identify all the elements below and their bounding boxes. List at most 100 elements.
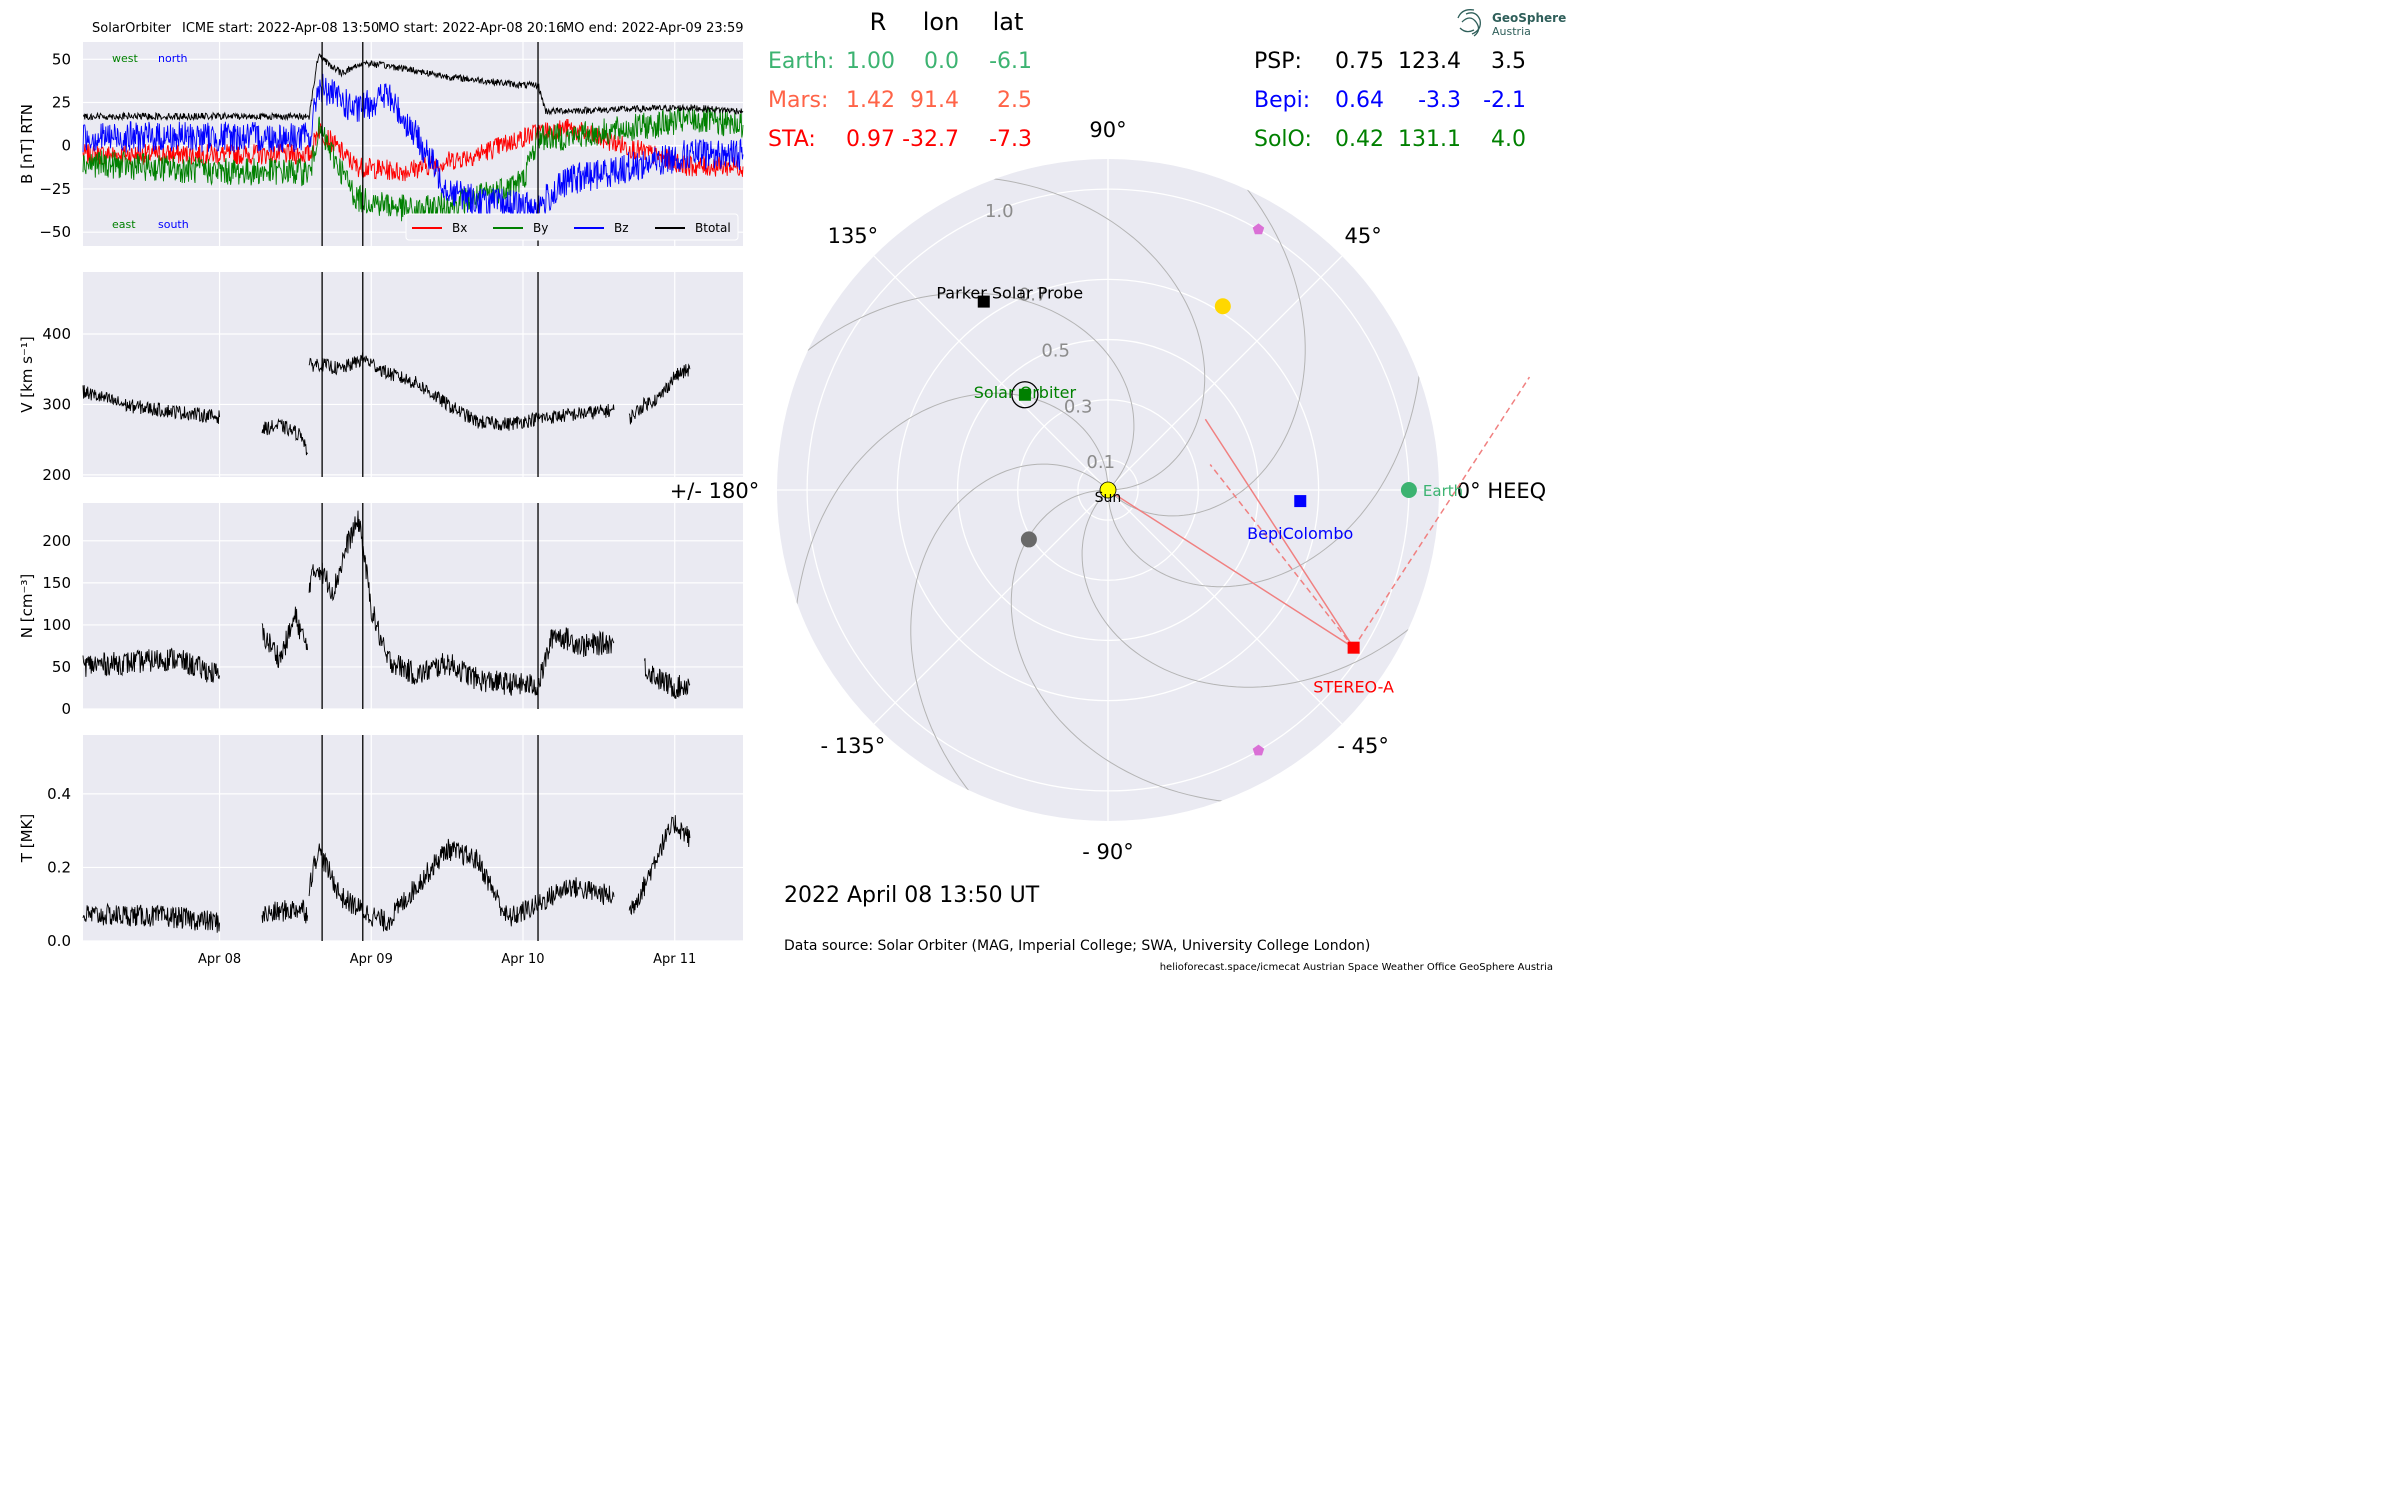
y-axis-label: V [km s⁻¹] <box>18 336 36 413</box>
series-line-v <box>628 363 691 425</box>
radial-tick-label: 0.5 <box>1041 341 1070 362</box>
left-row-lat: 2.5 <box>997 88 1032 113</box>
annotation-east: east <box>112 218 136 231</box>
x-tick-label: Apr 08 <box>198 952 241 967</box>
y-axis-label: B [nT] RTN <box>18 104 36 184</box>
legend: Bx By Bz Btotal <box>405 213 739 241</box>
y-axis-label: N [cm⁻³] <box>18 574 36 638</box>
left-row-r: 0.97 <box>846 127 895 152</box>
right-row-name: Bepi: <box>1254 88 1310 113</box>
series-line-v <box>82 385 221 424</box>
series-line-t <box>82 902 221 933</box>
bepicolombo-label: BepiColombo <box>1247 524 1353 543</box>
y-tick-label: 200 <box>42 466 71 484</box>
series-line-t <box>308 838 615 932</box>
radial-tick-label: 1.0 <box>985 201 1014 222</box>
y-tick-label: 25 <box>52 94 71 112</box>
venus-marker <box>1214 298 1231 315</box>
earth-marker <box>1400 482 1417 498</box>
series-line-bz <box>82 73 744 221</box>
angle-label: 45° <box>1344 224 1381 248</box>
annotation-west: west <box>112 52 138 65</box>
right-row-lat: 4.0 <box>1491 127 1526 152</box>
x-tick-label: Apr 11 <box>653 952 696 967</box>
right-row-lat: 3.5 <box>1491 49 1526 74</box>
polar-position-plot: 0.1 0.3 0.5 0.7 1.0 0° HEEQ 45° 90° 135° +/- 180°… <box>670 118 1547 864</box>
y-tick-label: −25 <box>39 180 71 198</box>
table-header-r: R <box>870 8 887 36</box>
right-row-lat: -2.1 <box>1483 88 1526 113</box>
y-tick-label: 200 <box>42 532 71 550</box>
series-line-n <box>643 658 691 700</box>
panel-temperature: 0.4 0.2 0.0 T [MK] Apr 08 Apr 09 Apr 10 Apr 11 <box>18 735 743 967</box>
radial-tick-label: 0.7 <box>1019 285 1048 306</box>
annotation-south: south <box>158 218 189 231</box>
stereo-a-view-line <box>1209 464 1355 649</box>
left-row-lon: -32.7 <box>902 127 959 152</box>
right-row-r: 0.64 <box>1335 88 1384 113</box>
stereo-a-view-line <box>1107 489 1355 649</box>
parker-spiral-line <box>1010 489 1324 805</box>
table-header-lat: lat <box>993 8 1024 36</box>
angle-label: - 135° <box>820 734 885 758</box>
x-tick-label: Apr 10 <box>501 952 544 967</box>
legend-label-btotal: Btotal <box>695 221 731 235</box>
l4-marker <box>1252 223 1265 235</box>
left-row-lat: -6.1 <box>989 49 1032 74</box>
angular-gridline <box>873 255 1109 491</box>
stereo-a-view-line <box>1352 376 1531 649</box>
panel-background <box>83 272 743 477</box>
y-tick-label: 0.4 <box>47 785 71 803</box>
y-tick-label: 0.0 <box>47 932 71 950</box>
parker-spiral-line <box>777 292 1135 491</box>
y-tick-label: 150 <box>42 574 71 592</box>
y-tick-label: 400 <box>42 325 71 343</box>
stereo-a-view-line <box>1204 418 1355 649</box>
right-row-lon: 131.1 <box>1398 127 1461 152</box>
logo-line2: Austria <box>1492 25 1531 38</box>
stereo-a-label: STEREO-A <box>1313 678 1394 697</box>
left-row-name: Earth: <box>768 49 834 74</box>
mercury-marker <box>1020 531 1037 548</box>
legend-label-by: By <box>533 221 548 235</box>
y-tick-label: 0 <box>61 137 71 155</box>
parker-solar-probe-label: Parker Solar Probe <box>936 284 1083 303</box>
figure-title: SolarOrbiter ICME start: 2022-Apr-08 13:… <box>92 21 744 36</box>
angle-label: - 90° <box>1082 840 1133 864</box>
angular-gridline <box>873 489 1109 725</box>
legend-label-bz: Bz <box>614 221 629 235</box>
left-row-name: Mars: <box>768 88 828 113</box>
x-tick-label: Apr 09 <box>350 952 393 967</box>
angular-gridline <box>1107 489 1343 725</box>
left-row-lon: 91.4 <box>910 88 959 113</box>
y-tick-label: 0.2 <box>47 858 71 876</box>
right-row-r: 0.42 <box>1335 127 1384 152</box>
y-axis-label: T [MK] <box>18 814 36 863</box>
series-line-t <box>261 899 309 924</box>
logo-line1: GeoSphere <box>1492 11 1566 25</box>
angle-label: 135° <box>828 224 879 248</box>
angle-label: 90° <box>1089 118 1126 142</box>
position-table: R lon lat Earth: 1.00 0.0 -6.1 Mars: 1.42 91.4… <box>768 8 1526 152</box>
sun-marker <box>1099 481 1117 499</box>
title-mo-start: MO start: 2022-Apr-08 20:16 <box>378 21 564 36</box>
radial-tick-label: 0.3 <box>1064 396 1093 417</box>
right-row-name: PSP: <box>1254 49 1302 74</box>
series-line-v <box>261 418 308 456</box>
angle-label: - 45° <box>1337 734 1388 758</box>
right-row-r: 0.75 <box>1335 49 1384 74</box>
parker-spirals <box>777 159 1439 821</box>
footer-credits: helioforecast.space/icmecat Austrian Spa… <box>1160 962 1553 973</box>
parker-spiral-line <box>1107 274 1423 588</box>
panel-magnetic-field: 50 25 0 −25 −50 B [nT] RTN west north east south B… <box>18 42 744 246</box>
angle-label: 0° HEEQ <box>1457 479 1546 503</box>
solar-orbiter-marker <box>1018 388 1031 401</box>
l5-marker <box>1252 744 1265 756</box>
series-line-bx <box>82 118 744 182</box>
data-source: Data source: Solar Orbiter (MAG, Imperia… <box>784 938 1370 954</box>
solar-orbiter-label: Solar Orbiter <box>974 383 1077 402</box>
series-line-n <box>261 606 309 669</box>
time-series-panels: 50 25 0 −25 −50 B [nT] RTN west north east south B… <box>18 42 744 967</box>
sun-label: Sun <box>1095 490 1122 506</box>
legend-box <box>405 213 739 241</box>
